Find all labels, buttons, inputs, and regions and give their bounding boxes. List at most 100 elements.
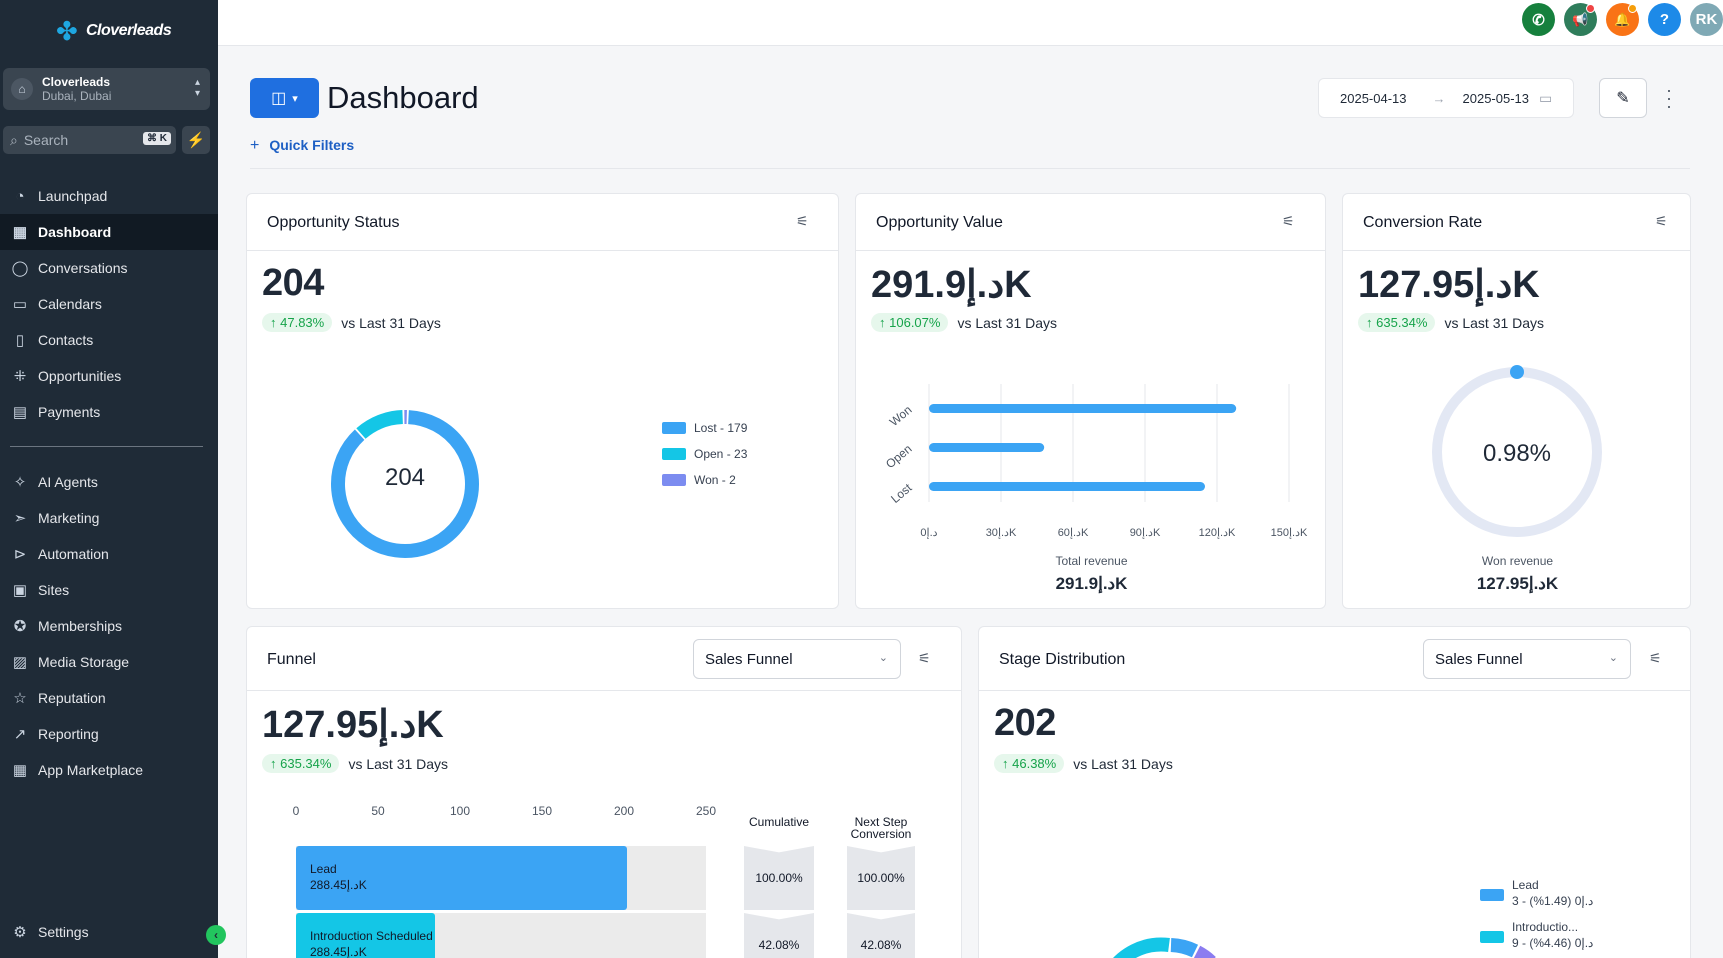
category-label: Won bbox=[887, 403, 915, 429]
nav-settings[interactable]: ⚙ Settings bbox=[0, 914, 218, 950]
sidebar-item-label: Sites bbox=[38, 582, 70, 598]
sidebar-item-dashboard[interactable]: ▦ Dashboard bbox=[0, 214, 218, 250]
next-step-header: Next Step Conversion bbox=[850, 815, 912, 841]
donut-slice-open[interactable] bbox=[356, 410, 404, 439]
funnel-axis-tick: 150 bbox=[531, 804, 553, 818]
x-tick-label: 60د.إK bbox=[1058, 527, 1089, 539]
sidebar-item-calendars[interactable]: ▭ Calendars bbox=[0, 286, 218, 322]
sidebar-item-contacts[interactable]: ▯ Contacts bbox=[0, 322, 218, 358]
help-icon[interactable]: ? bbox=[1648, 3, 1681, 36]
notification-dot bbox=[1586, 4, 1595, 13]
card-settings-icon[interactable]: ⚟ bbox=[918, 650, 931, 666]
delta-row: ↑ 47.83% vs Last 31 Days bbox=[262, 313, 441, 332]
sidebar-item-sites[interactable]: ▣ Sites bbox=[0, 572, 218, 608]
funnel-select[interactable]: Sales Funnel ⌄ bbox=[693, 639, 901, 679]
bell-icon[interactable]: 🔔 bbox=[1606, 3, 1639, 36]
card-settings-icon[interactable]: ⚟ bbox=[796, 213, 809, 229]
bar-won[interactable] bbox=[929, 404, 1237, 413]
card-title: Funnel bbox=[267, 651, 316, 668]
sidebar-item-label: Conversations bbox=[38, 260, 128, 276]
legend-swatch bbox=[1480, 931, 1504, 943]
sidebar-item-label: Reporting bbox=[38, 726, 99, 742]
sidebar-item-app-marketplace[interactable]: ▦ App Marketplace bbox=[0, 752, 218, 788]
header-divider bbox=[250, 168, 1690, 169]
sidebar-item-memberships[interactable]: ✪ Memberships bbox=[0, 608, 218, 644]
donut-center-value: 204 bbox=[384, 464, 426, 491]
more-options-icon[interactable]: · · · bbox=[1666, 80, 1672, 116]
chat-icon: ◯ bbox=[11, 260, 29, 277]
sidebar-item-ai-agents[interactable]: ✧ AI Agents bbox=[0, 464, 218, 500]
opportunity-status-donut bbox=[331, 410, 479, 558]
location-icon: ⌂ bbox=[11, 78, 33, 100]
card-settings-icon[interactable]: ⚟ bbox=[1282, 213, 1295, 229]
date-range-picker[interactable]: 2025-04-13 → 2025-05-13 ▭ bbox=[1318, 78, 1574, 118]
donut-slice-lost[interactable] bbox=[331, 410, 479, 558]
clover-logo-icon: ✤ bbox=[56, 16, 78, 46]
sidebar-item-label: Reputation bbox=[38, 690, 106, 706]
card-settings-icon[interactable]: ⚟ bbox=[1649, 650, 1662, 666]
card-title: Opportunity Value bbox=[876, 214, 1003, 231]
sidebar-item-opportunities[interactable]: ⁜ Opportunities bbox=[0, 358, 218, 394]
compare-label: vs Last 31 Days bbox=[957, 314, 1058, 331]
legend-label: Won - 2 bbox=[694, 473, 736, 487]
legend-swatch bbox=[662, 448, 686, 460]
legend-item[interactable]: Open - 23 bbox=[662, 447, 747, 461]
rocket-icon: ◔ bbox=[15, 187, 25, 205]
sidebar-item-launchpad[interactable]: ◔ Launchpad bbox=[0, 178, 218, 214]
account-switcher[interactable]: ⌂ Cloverleads Dubai, Dubai ▴ ▾ bbox=[3, 68, 210, 110]
legend-item[interactable]: Won - 2 bbox=[662, 473, 736, 487]
legend-item[interactable]: Introductio... 9 - (%4.46) 0د.إ bbox=[1512, 919, 1593, 951]
funnel-axis-tick: 50 bbox=[371, 804, 385, 818]
delta-badge: ↑ 47.83% bbox=[262, 313, 333, 332]
bar-lost[interactable] bbox=[929, 482, 1205, 491]
collapse-sidebar-button[interactable]: ‹ bbox=[206, 925, 226, 945]
reporting-icon: ↗ bbox=[13, 726, 27, 743]
sidebar-item-payments[interactable]: ▤ Payments bbox=[0, 394, 218, 430]
card-settings-icon[interactable]: ⚟ bbox=[1655, 213, 1668, 229]
sidebar-item-media-storage[interactable]: ▨ Media Storage bbox=[0, 644, 218, 680]
edit-dashboard-button[interactable]: ✎ bbox=[1599, 78, 1647, 118]
phone-icon[interactable]: ✆ bbox=[1522, 3, 1555, 36]
legend-item[interactable]: Lost - 179 bbox=[662, 421, 747, 435]
opportunities-icon: ⁜ bbox=[13, 368, 27, 385]
legend-swatch bbox=[662, 474, 686, 486]
grid-icon: ▦ bbox=[12, 224, 28, 241]
stage-select[interactable]: Sales Funnel ⌄ bbox=[1423, 639, 1631, 679]
brand-logo[interactable]: ✤ Cloverleads bbox=[56, 16, 172, 46]
funnel-stage-label: Introduction Scheduled 288.45د.إK bbox=[310, 928, 433, 958]
card-title: Conversion Rate bbox=[1363, 214, 1483, 231]
bar-open[interactable] bbox=[929, 443, 1045, 452]
chevron-down-icon: ⌄ bbox=[878, 652, 888, 664]
megaphone-icon[interactable]: 📢 bbox=[1564, 3, 1597, 36]
sidebar-item-automation[interactable]: ⊳ Automation bbox=[0, 536, 218, 572]
automation-icon: ⊳ bbox=[13, 546, 27, 563]
delta-row: ↑ 106.07% vs Last 31 Days bbox=[871, 313, 1057, 332]
funnel-bar-introduction-scheduled[interactable] bbox=[296, 913, 436, 958]
dashboard-switcher-button[interactable]: ◫ ▾ bbox=[250, 78, 319, 118]
sidebar-item-label: App Marketplace bbox=[38, 762, 144, 778]
avatar[interactable]: RK bbox=[1690, 3, 1723, 36]
category-label: Open bbox=[883, 442, 914, 472]
total-revenue-value: 291.9د.إK bbox=[1055, 574, 1128, 593]
total-revenue-label: Total revenue bbox=[1055, 554, 1128, 568]
account-location: Dubai, Dubai bbox=[42, 89, 112, 103]
funnel-bar-lead[interactable] bbox=[296, 846, 628, 910]
legend-item[interactable]: Lead 3 - (%1.49) 0د.إ bbox=[1512, 877, 1593, 909]
quick-action-bolt-icon[interactable]: ⚡ bbox=[182, 126, 210, 154]
sidebar-item-label: Marketing bbox=[38, 510, 100, 526]
quick-filters-link[interactable]: + Quick Filters bbox=[250, 137, 354, 155]
compare-label: vs Last 31 Days bbox=[1073, 755, 1173, 772]
marketplace-icon: ▦ bbox=[12, 762, 28, 779]
legend-label: Lost - 179 bbox=[694, 421, 748, 435]
sidebar-item-marketing[interactable]: ➣ Marketing bbox=[0, 500, 218, 536]
x-tick-label: 120د.إK bbox=[1199, 527, 1236, 539]
sidebar-item-conversations[interactable]: ◯ Conversations bbox=[0, 250, 218, 286]
legend-label: Open - 23 bbox=[694, 447, 748, 461]
sidebar-item-reporting[interactable]: ↗ Reporting bbox=[0, 716, 218, 752]
sidebar-item-reputation[interactable]: ☆ Reputation bbox=[0, 680, 218, 716]
account-name: Cloverleads bbox=[42, 75, 111, 89]
gauge-marker bbox=[1510, 365, 1524, 379]
search-input[interactable]: ⌕ Search ⌘ K bbox=[3, 126, 176, 154]
sidebar-item-label: Memberships bbox=[38, 618, 123, 634]
cumulative-value: 100.00% bbox=[744, 846, 814, 910]
